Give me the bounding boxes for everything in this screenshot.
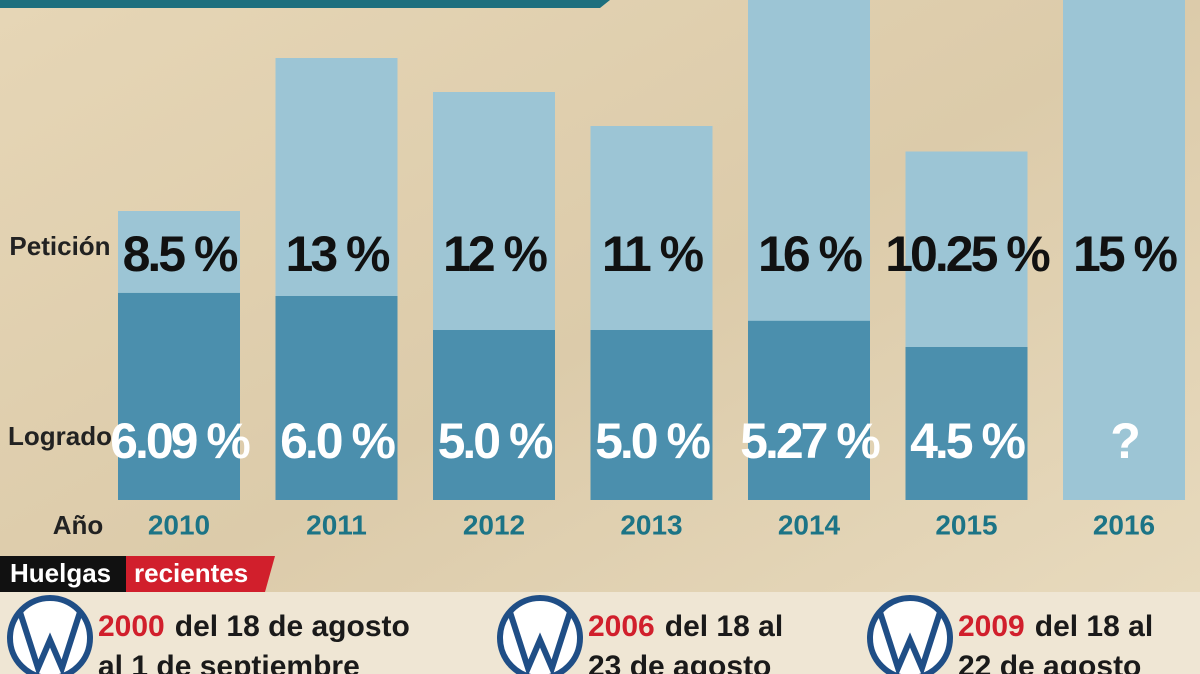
strike-text: del 18 al (665, 610, 783, 643)
x-tick-label: 2011 (306, 509, 367, 540)
value-label: 5.0 % (595, 413, 710, 469)
x-tick-label: 2012 (463, 509, 525, 540)
series-label: Logrado (8, 421, 112, 451)
value-label: 6.09 % (110, 413, 250, 469)
strike-line: 2006 del 18 al (588, 610, 783, 643)
strike-year: 2006 (588, 610, 655, 643)
strike-text: al 1 de septiembre (98, 650, 360, 674)
strikes: 2000 del 18 de agosto al 1 de septiembre 20… (7, 595, 1153, 674)
x-tick-label: 2010 (148, 509, 210, 540)
vw-logo-mark (507, 611, 573, 674)
strike-text: 22 de agosto (958, 650, 1141, 674)
vw-logo-mark (877, 611, 943, 674)
x-tick-label: 2015 (935, 509, 997, 540)
x-tick-label: 2016 (1093, 509, 1155, 540)
strikes-title-box (0, 556, 126, 592)
x-tick-label: 2013 (620, 509, 682, 540)
strike-line: 2000 del 18 de agosto (98, 610, 410, 643)
bar (748, 320, 870, 500)
series-label: Petición (9, 231, 110, 261)
value-label: 6.0 % (280, 413, 395, 469)
strike-text: 23 de agosto (588, 650, 771, 674)
bar (1063, 0, 1185, 500)
strikes-panel (0, 592, 1200, 674)
strike-line: 2009 del 18 al (958, 610, 1153, 643)
value-label: 5.27 % (740, 413, 880, 469)
strike-text: del 18 al (1035, 610, 1153, 643)
strike-year: 2000 (98, 610, 165, 643)
value-label: 16 % (758, 226, 863, 282)
strikes-title: Huelgas (10, 558, 111, 588)
value-label: 5.0 % (438, 413, 553, 469)
strikes-subtitle-box (126, 556, 275, 592)
value-label: 8.5 % (123, 226, 238, 282)
vw-logo-mark (17, 611, 83, 674)
x-axis-label: Año (53, 510, 104, 540)
bar (905, 347, 1028, 500)
value-label: ? (1110, 413, 1138, 469)
bar (275, 296, 398, 500)
bar (118, 292, 240, 500)
bars: 8.5 % 6.09 % 2010 13 % 6.0 % 2011 12 % 5.0 % 201… (110, 0, 1185, 540)
bar (590, 330, 713, 500)
value-label: 10.25 % (885, 226, 1050, 282)
value-label: 13 % (286, 226, 391, 282)
strikes-subtitle: recientes (134, 558, 248, 588)
strike-year: 2009 (958, 610, 1025, 643)
value-label: 4.5 % (910, 413, 1025, 469)
bar (433, 330, 555, 500)
value-label: 11 % (602, 226, 704, 282)
banner (0, 0, 610, 8)
x-tick-label: 2014 (778, 509, 841, 540)
value-label: 15 % (1073, 226, 1178, 282)
value-label: 12 % (443, 226, 548, 282)
strike-text: del 18 de agosto (175, 610, 410, 643)
